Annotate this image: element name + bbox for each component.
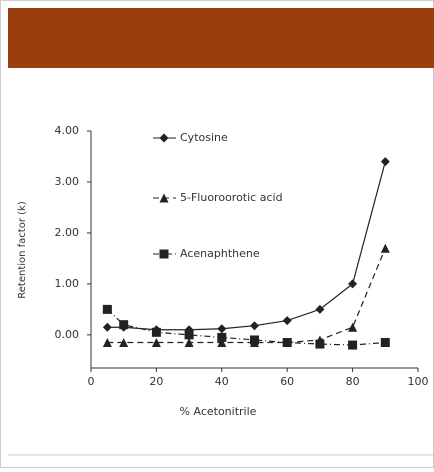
y-axis-label: Retention factor (k): [17, 201, 28, 299]
legend-label: 5-Fluoroorotic acid: [180, 191, 283, 204]
header-bar: [8, 8, 434, 68]
data-point: [184, 330, 194, 340]
y-tick-label: 4.00: [55, 124, 80, 137]
data-point: [102, 338, 112, 348]
series-line: [106, 308, 386, 346]
data-point: [102, 304, 112, 314]
data-point: [119, 338, 129, 348]
legend-label: Acenaphthene: [180, 247, 260, 260]
x-tick-label: 20: [149, 375, 163, 388]
y-tick-label: 0.00: [55, 328, 80, 341]
x-tick-label: 80: [346, 375, 360, 388]
data-point: [119, 320, 129, 330]
data-point: [151, 338, 161, 348]
data-point: [380, 338, 390, 348]
data-point: [380, 157, 390, 167]
data-point: [217, 324, 227, 334]
data-point: [282, 316, 292, 326]
data-point: [217, 338, 227, 348]
data-point: [217, 332, 227, 342]
data-point: [250, 321, 259, 331]
x-tick-label: 60: [280, 375, 294, 388]
data-point: [315, 339, 325, 349]
data-point: [250, 335, 259, 345]
y-tick-label: 2.00: [55, 226, 80, 239]
legend-marker: [159, 249, 169, 259]
y-tick-label: 3.00: [55, 175, 80, 188]
data-point: [282, 338, 292, 348]
legend-label: Cytosine: [180, 131, 228, 144]
data-point: [348, 340, 358, 350]
x-tick-label: 100: [408, 375, 429, 388]
data-point: [315, 304, 325, 314]
data-point: [102, 322, 112, 332]
x-tick-label: 40: [215, 375, 229, 388]
x-axis-label: % Acetonitrile: [180, 405, 257, 418]
data-point: [348, 279, 358, 289]
legend-marker: [159, 133, 169, 143]
legend-marker: [159, 193, 169, 203]
data-point: [151, 327, 161, 337]
y-tick-label: 1.00: [55, 277, 80, 290]
x-tick-label: 0: [88, 375, 95, 388]
data-point: [380, 243, 390, 253]
series-line: [107, 247, 386, 344]
data-point: [348, 322, 358, 332]
data-point: [184, 338, 194, 348]
